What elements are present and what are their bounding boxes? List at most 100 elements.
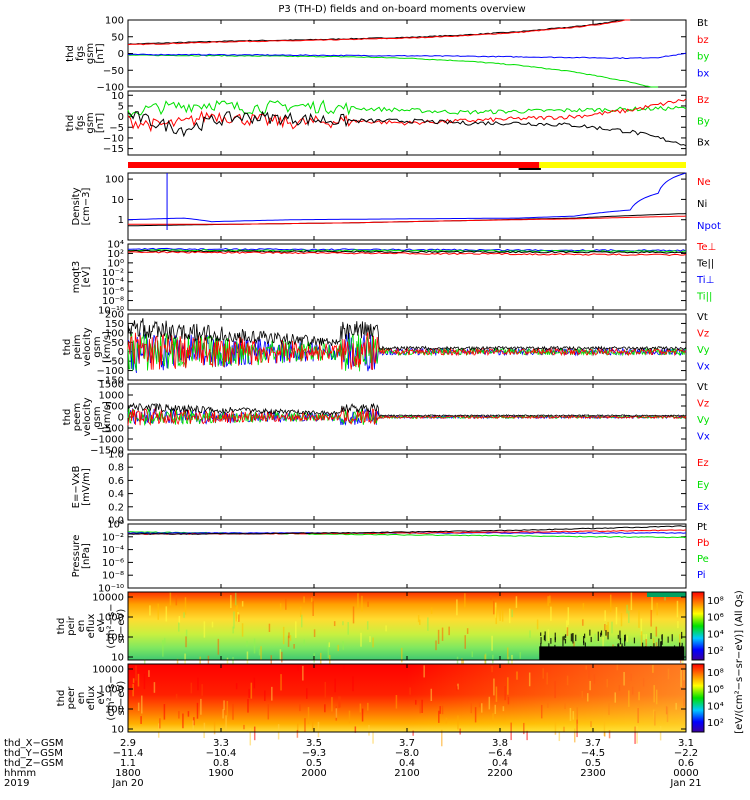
y-tick-label: 10	[111, 653, 124, 664]
legend-bz: bz	[697, 35, 709, 46]
y-tick-label: 0.4	[108, 489, 124, 500]
spectrogram-texture	[676, 600, 679, 618]
y-tick-label: 0	[118, 347, 124, 358]
colorbar-tick-label: 10⁸	[707, 668, 724, 679]
spectrogram-texture	[178, 622, 180, 632]
spectrogram-texture	[645, 634, 648, 644]
series-by	[127, 54, 659, 88]
y-tick-label: 10⁻⁴	[102, 277, 124, 288]
x-value: 0000	[673, 768, 698, 779]
spectrogram-texture	[430, 607, 433, 614]
y-axis-label: [nPa]	[81, 543, 92, 569]
spectrogram-texture	[279, 603, 282, 611]
legend-ex: Ex	[697, 502, 709, 513]
legend-te||: Te||	[696, 259, 714, 270]
x-value: 0.5	[306, 758, 322, 769]
spectrogram-texture	[385, 625, 387, 632]
no-data-speckle	[641, 642, 644, 648]
spectrogram-texture	[352, 606, 355, 624]
no-data-region	[539, 646, 685, 660]
no-data-speckle	[645, 646, 647, 652]
legend-by: by	[697, 52, 709, 63]
no-data-speckle	[671, 634, 673, 642]
spectrogram-texture	[175, 595, 178, 606]
spectrogram-texture	[630, 592, 633, 611]
no-data-speckle	[544, 631, 546, 642]
x-value: −9.3	[302, 748, 326, 759]
no-data-speckle	[660, 641, 662, 649]
spectrogram-texture	[638, 609, 640, 628]
y-axis-label: E=−VxB	[71, 466, 82, 509]
spectrogram-texture	[664, 593, 666, 601]
spectrogram-texture	[207, 655, 210, 670]
pressure-trace	[128, 525, 687, 535]
legend-vz: Vz	[697, 399, 709, 410]
spectrogram-texture	[466, 628, 469, 634]
no-data-speckle	[650, 633, 652, 640]
x-value: Jan 21	[669, 778, 701, 789]
spectrogram-texture	[461, 658, 463, 665]
spectrogram-texture	[594, 633, 596, 652]
colorbar-tick-label: 10⁴	[707, 629, 724, 640]
x-row-label: thd_Y−GSM	[4, 748, 63, 759]
y-axis-label: [nT]	[95, 43, 106, 63]
y-tick-label: −1500	[90, 446, 124, 457]
mode-bar	[128, 162, 686, 170]
spectrogram-texture	[303, 596, 305, 603]
spectrogram-texture	[361, 595, 363, 612]
legend-pe: Pe	[697, 554, 709, 565]
spectrogram-texture	[293, 643, 295, 649]
x-value: 2100	[394, 768, 419, 779]
no-data-speckle	[597, 631, 599, 642]
colorbar-tick-label: 10²	[707, 646, 724, 657]
no-data-speckle	[563, 635, 565, 641]
x-value: −2.2	[674, 748, 698, 759]
colorbar-label: [eV/(cm²−s−sr−eV)] (All Qs)	[734, 590, 745, 734]
no-data-speckle	[653, 643, 655, 652]
y-tick-label: 0	[118, 112, 124, 123]
y-axis-label: peim	[72, 334, 83, 359]
no-data-speckle	[681, 642, 683, 654]
no-data-speckle	[600, 630, 603, 636]
spectrogram-texture	[640, 618, 643, 635]
colorbar-tick-label: 10⁴	[707, 701, 724, 712]
legend-vt: Vt	[697, 312, 708, 323]
x-value: −6.4	[488, 748, 512, 759]
no-data-speckle	[624, 634, 626, 641]
spectrogram-texture	[233, 611, 235, 629]
y-tick-label: −50	[103, 357, 124, 368]
spectrogram-texture	[313, 629, 316, 637]
spectrogram-texture	[289, 635, 292, 641]
y-axis-label: en	[76, 692, 87, 705]
y-axis-label: eV	[96, 691, 107, 704]
y-axis-label: sr−eV)	[116, 609, 127, 644]
legend-te: Te⊥	[696, 242, 716, 253]
spectrogram-texture	[268, 623, 271, 632]
panel-fgs_gsm: 100 50 0 −50 −100 thd fgs gsm [nT] Bt bz by bx	[65, 16, 709, 94]
spectrogram-texture	[456, 599, 458, 616]
y-tick-label: −5	[109, 123, 124, 134]
y-tick-label: 10⁻⁸	[102, 296, 124, 307]
spectrogram-texture	[185, 636, 187, 648]
spectrogram-texture	[310, 597, 313, 603]
y-tick-label: 0	[118, 49, 124, 60]
spectrogram-texture	[582, 619, 584, 626]
panel-electron_spectrogram: 10000 1000 100 10 thd peer en eflux eV (cm²−s− sr−…	[56, 663, 724, 747]
spectrogram-texture	[369, 636, 371, 643]
y-axis-label: peir	[66, 615, 77, 635]
x-value: 0.6	[678, 758, 694, 769]
y-tick-label: 0.8	[108, 463, 124, 474]
y-tick-label: 0.2	[108, 502, 124, 513]
no-data-speckle	[614, 646, 616, 652]
spectrogram-texture	[367, 601, 369, 607]
y-axis-label: thd	[56, 690, 67, 707]
y-tick-label: 100	[105, 175, 124, 186]
spectrogram-texture	[655, 626, 658, 637]
spectrogram-texture	[253, 638, 256, 654]
x-value: 1.1	[120, 758, 136, 769]
y-tick-label: 500	[105, 402, 124, 413]
no-data-speckle	[540, 642, 542, 650]
y-tick-label: 10	[111, 725, 124, 736]
